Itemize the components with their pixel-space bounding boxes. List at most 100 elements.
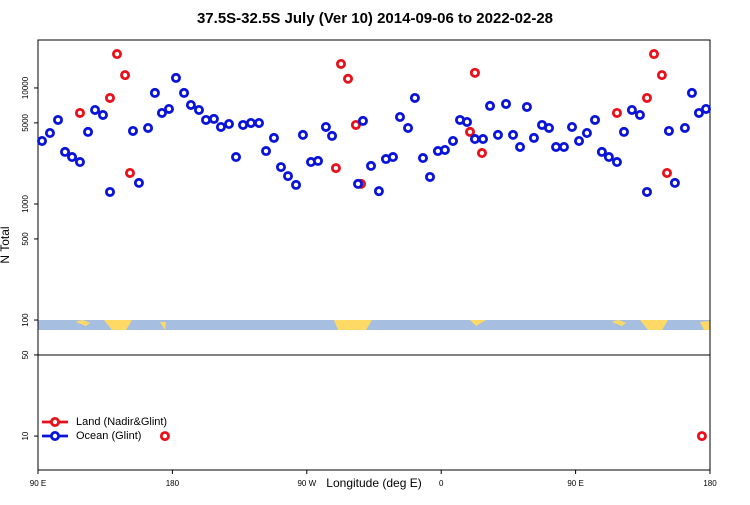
point (238, 119, 249, 130)
y-tick-label: 500 (21, 232, 30, 246)
land-shape (612, 320, 626, 326)
point (124, 167, 135, 178)
point (373, 186, 384, 197)
point (335, 58, 346, 69)
point (649, 49, 660, 60)
land-shape (334, 320, 372, 330)
point (215, 121, 226, 132)
point (492, 129, 503, 140)
point (350, 119, 361, 130)
point (581, 128, 592, 139)
point (120, 70, 131, 81)
legend-marker (50, 430, 61, 441)
plot-frame (37, 39, 711, 471)
point (366, 160, 377, 171)
point (83, 126, 94, 137)
land-shape (104, 320, 132, 330)
point (330, 163, 341, 174)
point (74, 157, 85, 168)
x-tick-label: 0 (439, 479, 444, 488)
y-tick-label: 100 (21, 313, 30, 327)
point (469, 134, 480, 145)
point (353, 178, 364, 189)
point (143, 122, 154, 133)
point (159, 431, 170, 442)
point (127, 125, 138, 136)
point (245, 117, 256, 128)
point (149, 87, 160, 98)
point (485, 100, 496, 111)
point (618, 126, 629, 137)
land-shape (470, 320, 486, 326)
y-tick-label: 5000 (21, 113, 30, 131)
point (661, 167, 672, 178)
point (663, 125, 674, 136)
point (596, 146, 607, 157)
point (343, 73, 354, 84)
point (53, 114, 64, 125)
point (603, 152, 614, 163)
x-tick-label: 90 E (30, 479, 46, 488)
x-axis-label: Longitude (deg E) (326, 476, 421, 490)
point (297, 129, 308, 140)
point (208, 113, 219, 124)
point (641, 186, 652, 197)
point (700, 103, 711, 114)
point (394, 111, 405, 122)
point (97, 109, 108, 120)
point (44, 128, 55, 139)
point (439, 144, 450, 155)
point (528, 132, 539, 143)
point (254, 117, 265, 128)
point (403, 122, 414, 133)
point (327, 130, 338, 141)
legend-label: Land (Nadir&Glint) (76, 416, 167, 428)
point (641, 92, 652, 103)
point (261, 146, 272, 157)
land-shape (700, 321, 710, 330)
point (567, 121, 578, 132)
legend-label: Ocean (Glint) (76, 430, 141, 442)
point (104, 186, 115, 197)
chart-title: 37.5S-32.5S July (Ver 10) 2014-09-06 to … (197, 10, 553, 27)
point (590, 114, 601, 125)
y-tick-label: 10 (21, 431, 30, 440)
point (417, 153, 428, 164)
point (200, 114, 211, 125)
point (170, 72, 181, 83)
point (156, 107, 167, 118)
point (696, 431, 707, 442)
point (179, 87, 190, 98)
x-tick-label: 180 (703, 479, 717, 488)
point (312, 155, 323, 166)
point (478, 134, 489, 145)
point (544, 122, 555, 133)
point (74, 107, 85, 118)
point (611, 107, 622, 118)
point (275, 162, 286, 173)
point (133, 177, 144, 188)
point (469, 67, 480, 78)
land-shape (160, 322, 166, 330)
land-shape (76, 320, 90, 326)
y-tick-label: 50 (21, 350, 30, 359)
legend-marker (50, 416, 61, 427)
point (60, 146, 71, 157)
ocean-band (38, 320, 710, 330)
point (626, 104, 637, 115)
point (515, 141, 526, 152)
point (521, 101, 532, 112)
point (611, 157, 622, 168)
point (320, 121, 331, 132)
point (476, 148, 487, 159)
point (268, 132, 279, 143)
point (223, 119, 234, 130)
point (387, 152, 398, 163)
point (669, 177, 680, 188)
point (656, 70, 667, 81)
x-tick-label: 90 W (297, 479, 316, 488)
land-strip (38, 320, 710, 330)
point (447, 136, 458, 147)
point (409, 92, 420, 103)
